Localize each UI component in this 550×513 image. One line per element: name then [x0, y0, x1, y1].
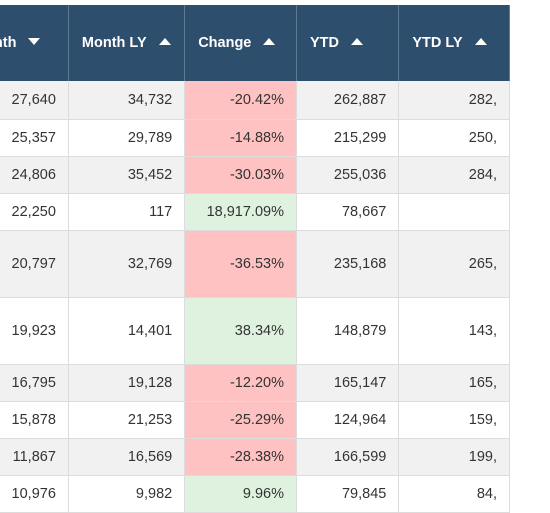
cell-change: 18,917.09%: [184, 193, 297, 231]
column-header-label: Month: [0, 35, 17, 51]
cell-month: 10,976: [0, 475, 69, 513]
cell-month-ly: 29,789: [68, 119, 186, 157]
cell-ytd: 148,879: [296, 297, 400, 365]
cell-change: -14.88%: [184, 119, 297, 157]
cell-month-ly: 34,732: [68, 81, 186, 120]
sort-asc-icon: [263, 37, 276, 45]
column-header-label: Change: [198, 35, 252, 51]
table-row: 27,640 34,732 -20.42% 262,887 282,: [0, 81, 510, 120]
cell-month: 27,640: [0, 81, 69, 120]
table-row: 19,923 14,401 38.34% 148,879 143,: [0, 297, 510, 365]
cell-ytd-ly: 143,: [398, 297, 510, 365]
cell-ytd: 235,168: [296, 230, 400, 298]
cell-month: 24,806: [0, 156, 69, 194]
sort-asc-icon: [474, 37, 487, 45]
column-header-ytd[interactable]: YTD: [296, 5, 400, 81]
cell-change: -30.03%: [184, 156, 297, 194]
sort-desc-icon: [28, 37, 41, 45]
cell-month-ly: 16,569: [68, 438, 186, 476]
cell-month-ly: 32,769: [68, 230, 186, 298]
table-row: 15,878 21,253 -25.29% 124,964 159,: [0, 401, 510, 439]
column-header-ytd-ly[interactable]: YTD LY: [398, 5, 510, 81]
table-row: 16,795 19,128 -12.20% 165,147 165,: [0, 364, 510, 402]
cell-ytd-ly: 199,: [398, 438, 510, 476]
column-header-month[interactable]: Month: [0, 5, 69, 81]
cell-month-ly: 14,401: [68, 297, 186, 365]
sort-asc-icon: [350, 37, 363, 45]
cell-month-ly: 117: [68, 193, 186, 231]
cell-ytd-ly: 165,: [398, 364, 510, 402]
column-header-month-ly[interactable]: Month LY: [68, 5, 186, 81]
cell-month-ly: 21,253: [68, 401, 186, 439]
cell-ytd-ly: [398, 193, 510, 231]
table-row: 22,250 117 18,917.09% 78,667: [0, 193, 510, 231]
table-row: 20,797 32,769 -36.53% 235,168 265,: [0, 230, 510, 298]
cell-ytd: 165,147: [296, 364, 400, 402]
cell-month: 16,795: [0, 364, 69, 402]
cell-change: -28.38%: [184, 438, 297, 476]
cell-ytd: 78,667: [296, 193, 400, 231]
cell-ytd-ly: 250,: [398, 119, 510, 157]
cell-month-ly: 9,982: [68, 475, 186, 513]
cell-ytd: 215,299: [296, 119, 400, 157]
table-row: 10,976 9,982 9.96% 79,845 84,: [0, 475, 510, 513]
cell-ytd: 79,845: [296, 475, 400, 513]
cell-ytd-ly: 284,: [398, 156, 510, 194]
sales-comparison-table: Month Month LY Change YTD YTD LY 27,640 …: [0, 5, 510, 513]
cell-ytd: 255,036: [296, 156, 400, 194]
cell-month: 25,357: [0, 119, 69, 157]
cell-ytd: 262,887: [296, 81, 400, 120]
cell-ytd: 124,964: [296, 401, 400, 439]
cell-ytd: 166,599: [296, 438, 400, 476]
header-row: Month Month LY Change YTD YTD LY: [0, 5, 510, 81]
cell-month: 20,797: [0, 230, 69, 298]
cell-month-ly: 19,128: [68, 364, 186, 402]
cell-change: -20.42%: [184, 81, 297, 120]
cell-month: 15,878: [0, 401, 69, 439]
cell-month: 11,867: [0, 438, 69, 476]
cell-ytd-ly: 282,: [398, 81, 510, 120]
table-row: 11,867 16,569 -28.38% 166,599 199,: [0, 438, 510, 476]
cell-change: -25.29%: [184, 401, 297, 439]
cell-change: 38.34%: [184, 297, 297, 365]
cell-month: 19,923: [0, 297, 69, 365]
cell-month-ly: 35,452: [68, 156, 186, 194]
cell-change: -12.20%: [184, 364, 297, 402]
sort-asc-icon: [158, 37, 171, 45]
cell-month: 22,250: [0, 193, 69, 231]
table-row: 24,806 35,452 -30.03% 255,036 284,: [0, 156, 510, 194]
column-header-change[interactable]: Change: [184, 5, 297, 81]
column-header-label: YTD LY: [412, 35, 463, 51]
column-header-label: YTD: [309, 35, 339, 51]
table-row: 25,357 29,789 -14.88% 215,299 250,: [0, 119, 510, 157]
cell-change: -36.53%: [184, 230, 297, 298]
column-header-label: Month LY: [81, 35, 147, 51]
cell-ytd-ly: 265,: [398, 230, 510, 298]
cell-ytd-ly: 159,: [398, 401, 510, 439]
cell-ytd-ly: 84,: [398, 475, 510, 513]
cell-change: 9.96%: [184, 475, 297, 513]
